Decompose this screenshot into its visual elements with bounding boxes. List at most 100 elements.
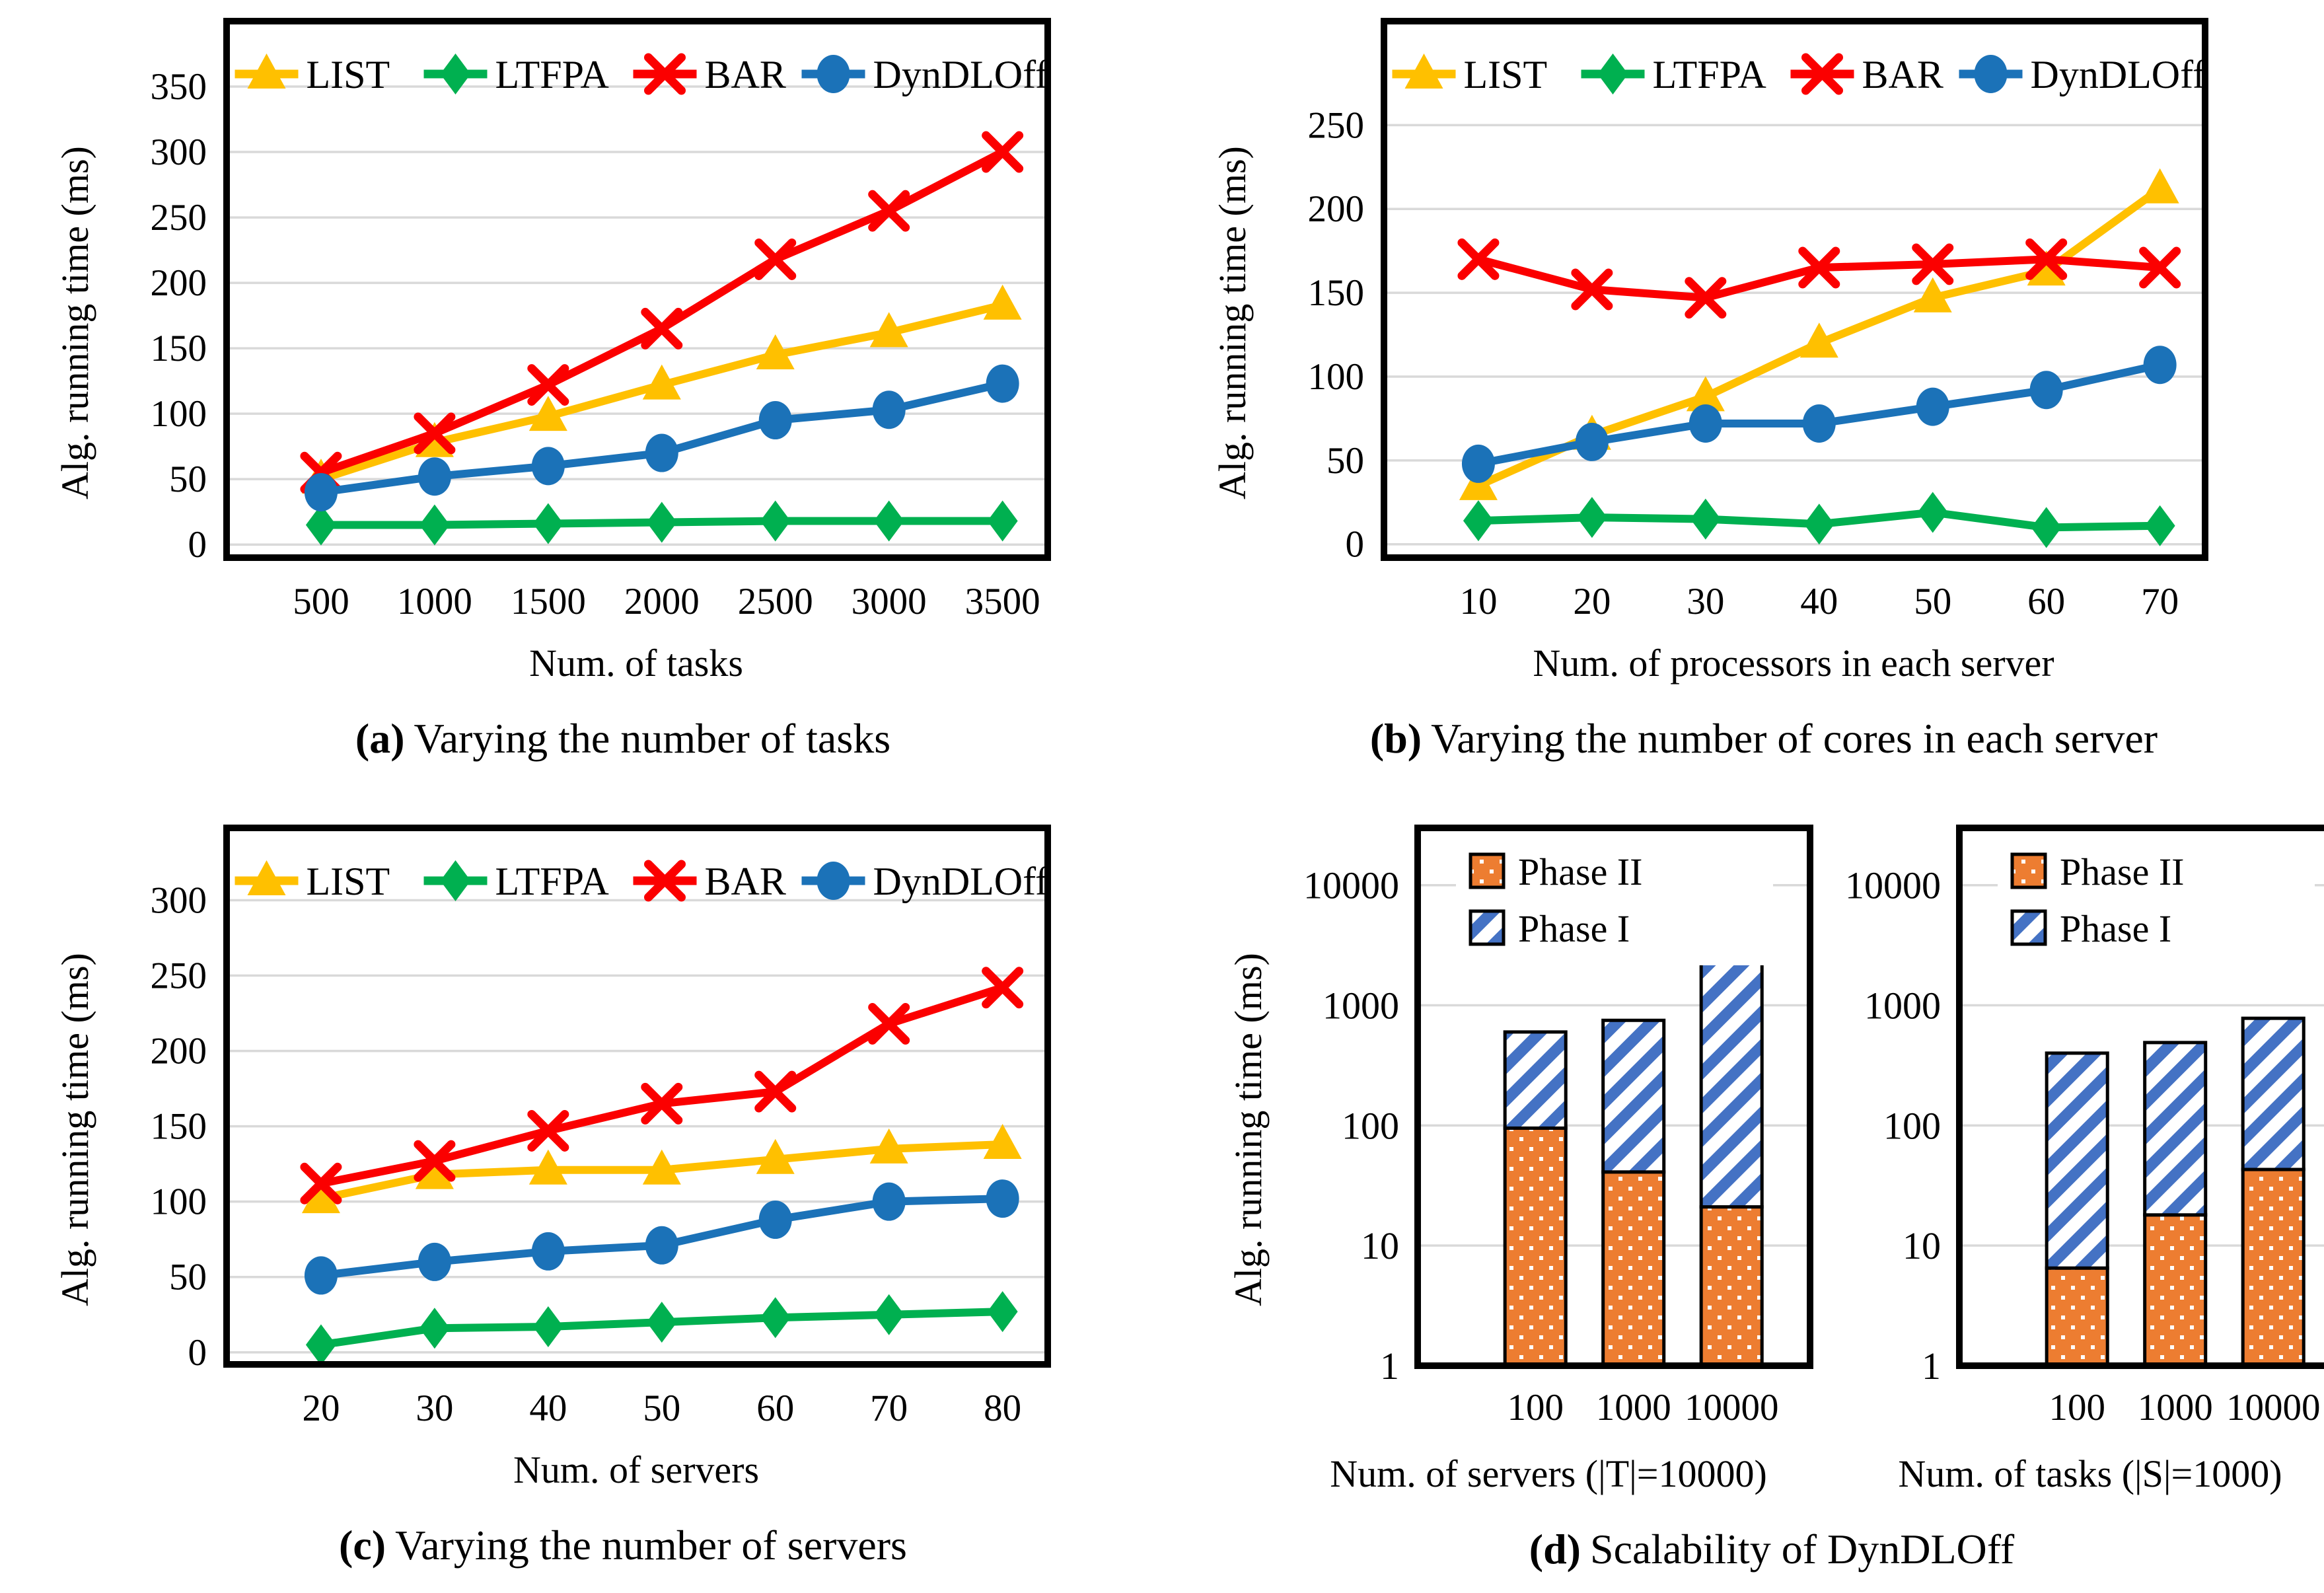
circle-marker xyxy=(531,447,565,486)
svg-text:40: 40 xyxy=(1800,581,1838,622)
svg-text:0: 0 xyxy=(188,524,207,566)
series-BAR xyxy=(1457,238,2181,319)
circle-marker xyxy=(986,1179,1019,1218)
circle-marker xyxy=(304,1256,338,1295)
legend: Phase II Phase I xyxy=(1456,836,1773,965)
svg-text:LIST: LIST xyxy=(1464,53,1548,96)
svg-text:60: 60 xyxy=(2027,581,2065,622)
svg-text:30: 30 xyxy=(416,1388,453,1429)
diamond-marker xyxy=(419,504,450,546)
gridlines xyxy=(227,85,1048,546)
svg-text:1000: 1000 xyxy=(397,581,472,622)
svg-text:0: 0 xyxy=(1346,524,1365,566)
series-LTFPA xyxy=(305,1291,1018,1366)
diamond-marker xyxy=(2144,505,2175,546)
svg-text:100: 100 xyxy=(1308,356,1365,398)
triangle-marker xyxy=(869,1128,908,1164)
line-chart-c-svg: 0 50 100 150 200 250 300 20 30 40 50 60 70 80 LIST LTFP… xyxy=(151,825,1051,1429)
gridlines xyxy=(227,899,1048,1354)
series-DynDLOff xyxy=(1461,346,2177,483)
svg-text:10000: 10000 xyxy=(1845,864,1941,907)
svg-text:250: 250 xyxy=(151,955,207,997)
triangle-marker xyxy=(247,54,286,89)
svg-text:1: 1 xyxy=(1922,1345,1941,1388)
x-marker xyxy=(527,364,569,406)
svg-text:10: 10 xyxy=(1459,581,1497,622)
svg-text:250: 250 xyxy=(151,197,207,239)
bar-chart-tasks: 1 10 100 1000 10000 100 1000 10000 Phase II Phase… xyxy=(1819,816,2324,1445)
y-axis-label-d: Alg. running time (ms) xyxy=(1227,953,1270,1307)
series-LIST xyxy=(301,1123,1022,1214)
phase2-bar-segment xyxy=(1699,1205,1764,1368)
stacked-bars xyxy=(1503,925,1764,1368)
x-marker xyxy=(982,967,1024,1009)
y-tick-labels: 1 10 100 1000 10000 xyxy=(1303,864,1399,1388)
circle-marker xyxy=(645,433,678,472)
caption-a: (a) Varying the number of tasks xyxy=(104,714,1062,763)
diamond-marker xyxy=(2031,507,2062,548)
diamond-marker xyxy=(760,1297,791,1339)
triangle-marker xyxy=(415,1154,454,1189)
x-axis-label-b: Num. of processors in each server xyxy=(1533,642,2054,685)
diamond-marker xyxy=(987,1291,1018,1333)
series-LTFPA xyxy=(305,500,1018,546)
stacked-bars xyxy=(2045,1016,2306,1368)
y-axis-label-a: Alg. running time (ms) xyxy=(54,146,96,500)
gridlines xyxy=(1384,124,2205,546)
svg-text:LTFPA: LTFPA xyxy=(495,860,609,903)
phase1-bar-segment xyxy=(1503,1030,1568,1130)
line-chart-a: 0 50 100 150 200 250 300 350 500 1000 1500 2000 2500… xyxy=(104,9,1062,637)
x-marker xyxy=(300,1162,342,1204)
circle-marker xyxy=(1689,404,1722,443)
svg-text:Phase I: Phase I xyxy=(1518,907,1630,950)
diamond-marker xyxy=(1576,497,1607,538)
triangle-marker xyxy=(983,1123,1022,1159)
diamond-marker xyxy=(305,504,336,546)
svg-text:3000: 3000 xyxy=(852,581,927,622)
panel-d-tasks-column: 1 10 100 1000 10000 100 1000 10000 Phase II Phase… xyxy=(1819,816,2324,1496)
svg-text:50: 50 xyxy=(1914,581,1951,622)
circle-marker xyxy=(2143,346,2177,385)
series-LTFPA xyxy=(1463,492,2175,548)
phase2-bar-segment xyxy=(2045,1266,2109,1368)
plot-border xyxy=(1381,18,2208,561)
triangle-marker xyxy=(642,364,681,400)
caption-c: (c) Varying the number of servers xyxy=(104,1521,1062,1570)
svg-text:1500: 1500 xyxy=(511,581,586,622)
phase1-bar-segment xyxy=(1699,925,1764,1209)
svg-text:10000: 10000 xyxy=(1303,864,1399,907)
caption-letter-c: (c) xyxy=(339,1522,386,1569)
triangle-marker xyxy=(756,334,795,370)
caption-d: (d) Scalability of DynDLOff xyxy=(1219,1525,2324,1574)
svg-text:BAR: BAR xyxy=(1862,53,1943,96)
x-tick-labels: 20 30 40 50 60 70 80 xyxy=(302,1388,1021,1429)
x-tick-labels: 100 1000 10000 xyxy=(2049,1387,2320,1428)
svg-text:200: 200 xyxy=(151,1031,207,1072)
svg-text:10000: 10000 xyxy=(2226,1387,2321,1428)
legend: Phase II Phase I xyxy=(1998,836,2315,965)
svg-text:LTFPA: LTFPA xyxy=(495,53,609,96)
diamond-marker xyxy=(1917,492,1948,533)
svg-text:LIST: LIST xyxy=(307,53,390,96)
diamond-marker xyxy=(646,501,677,543)
triangle-marker xyxy=(1686,376,1725,412)
line-chart-c: 0 50 100 150 200 250 300 20 30 40 50 60 70 80 LIST LTFP… xyxy=(104,816,1062,1444)
svg-text:50: 50 xyxy=(1326,440,1364,482)
svg-text:350: 350 xyxy=(151,66,207,108)
svg-text:100: 100 xyxy=(1883,1104,1941,1147)
x-marker xyxy=(868,1003,910,1045)
svg-text:500: 500 xyxy=(293,581,349,622)
svg-text:10: 10 xyxy=(1903,1224,1941,1267)
svg-text:Phase I: Phase I xyxy=(2060,907,2171,950)
svg-text:100: 100 xyxy=(2049,1387,2105,1428)
triangle-marker xyxy=(2140,168,2179,204)
svg-text:1000: 1000 xyxy=(1596,1387,1671,1428)
svg-text:300: 300 xyxy=(151,131,207,173)
diamond-marker xyxy=(1597,54,1628,94)
svg-text:DynDLOff: DynDLOff xyxy=(2031,53,2206,96)
y-axis-label-c: Alg. running time (ms) xyxy=(54,953,96,1307)
triangle-marker xyxy=(642,1149,681,1185)
x-axis-label-d-tasks: Num. of tasks (|S|=1000) xyxy=(1898,1452,2282,1495)
x-marker xyxy=(644,53,686,95)
x-tick-labels: 10 20 30 40 50 60 70 xyxy=(1459,581,2179,622)
